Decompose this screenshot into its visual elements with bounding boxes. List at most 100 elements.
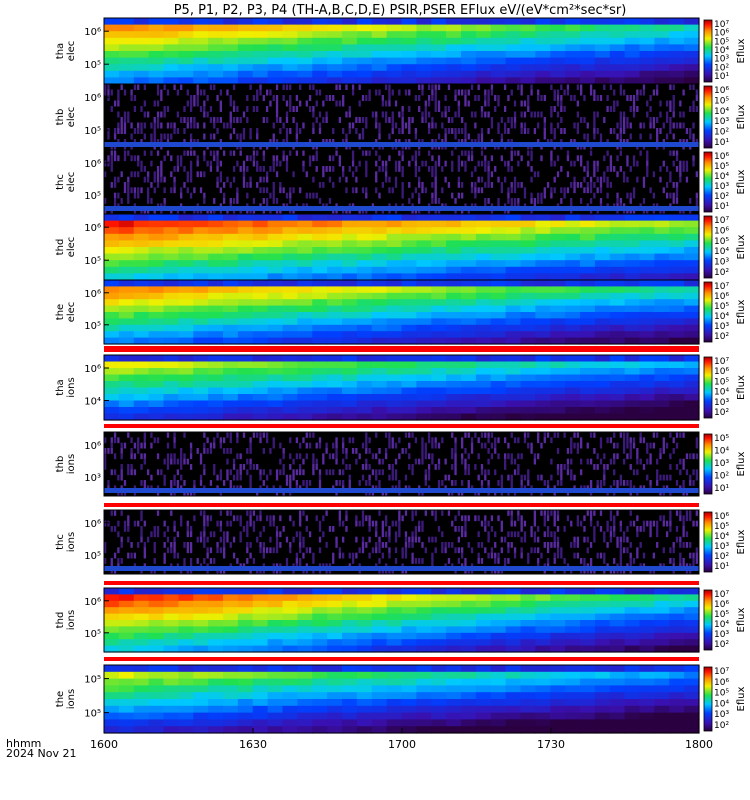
heatmap-cell (312, 57, 328, 65)
y-axis-label-species: ions (66, 454, 77, 474)
heatmap-cell (434, 182, 437, 188)
heatmap-cell (461, 260, 477, 268)
heatmap-cell (490, 77, 507, 85)
heatmap-cell (609, 531, 613, 538)
heatmap-cell (594, 37, 611, 45)
heatmap-cell (312, 37, 328, 45)
heatmap-cell (117, 547, 120, 554)
heatmap-cell (275, 144, 279, 151)
heatmap-cell (267, 51, 284, 59)
heatmap-cell (609, 273, 626, 281)
heatmap-cell (654, 37, 670, 45)
heatmap-cell (110, 150, 113, 156)
heatmap-cell (606, 542, 609, 548)
heatmap-cell (332, 208, 335, 215)
heatmap-cell (520, 400, 536, 408)
heatmap-cell (477, 160, 480, 167)
heatmap-cell (148, 44, 165, 52)
heatmap-cell (444, 547, 447, 554)
heatmap-cell (639, 57, 655, 65)
heatmap-cell (216, 95, 219, 101)
heatmap-cell (104, 368, 120, 376)
heatmap-cell (474, 490, 477, 497)
heatmap-cell (104, 458, 107, 465)
heatmap-cell (401, 387, 417, 395)
heatmap-cell (477, 133, 480, 140)
heatmap-cell (176, 480, 180, 486)
heatmap-cell (639, 305, 655, 313)
heatmap-cell (570, 474, 573, 481)
heatmap-cell (535, 220, 551, 228)
heatmap-cell (223, 220, 239, 228)
heatmap-cell (461, 337, 477, 345)
heatmap-cell (143, 133, 146, 140)
heatmap-cell (265, 171, 269, 178)
heatmap-cell (237, 51, 254, 59)
heatmap-cell (669, 64, 685, 72)
heatmap-cell (371, 600, 388, 608)
heatmap-cell (461, 182, 464, 188)
heatmap-cell (583, 133, 586, 140)
heatmap-cell (206, 95, 209, 101)
colorbar (703, 433, 713, 495)
heatmap-cell (606, 437, 609, 444)
heatmap-cell (616, 536, 619, 543)
heatmap-cell (475, 331, 492, 339)
heatmap-cell (104, 24, 120, 32)
heatmap-cell (381, 531, 384, 538)
heatmap-cell (252, 37, 269, 45)
heatmap-cell (421, 542, 424, 548)
heatmap-cell (408, 122, 411, 129)
y-axis-label-probe: thb (55, 456, 66, 473)
heatmap-cell (451, 490, 454, 497)
heatmap-cell (279, 187, 282, 194)
heatmap-cell (629, 208, 632, 215)
heatmap-cell (178, 273, 194, 281)
heatmap-cell (163, 273, 179, 281)
heatmap-cell (143, 458, 146, 465)
heatmap-cell (133, 639, 150, 647)
heatmap-cell (267, 70, 284, 78)
heatmap-cell (356, 260, 373, 268)
heatmap-cell (140, 536, 143, 543)
heatmap-cell (163, 361, 179, 369)
heatmap-cell (189, 490, 193, 497)
heatmap-cell (457, 558, 460, 564)
heatmap-cell (252, 588, 269, 595)
heatmap-cell (475, 77, 492, 85)
heatmap-cell (490, 280, 507, 287)
heatmap-cell (133, 227, 150, 235)
heatmap-cell (378, 536, 381, 543)
heatmap-cell (431, 18, 447, 26)
heatmap-cell (252, 620, 269, 627)
heatmap-cell (203, 198, 206, 204)
heatmap-cell (312, 361, 328, 369)
heatmap-cell (550, 266, 566, 274)
heatmap-cell (556, 100, 560, 107)
heatmap-cell (180, 568, 183, 575)
heatmap-cell (236, 133, 239, 140)
heatmap-cell (461, 368, 477, 376)
heatmap-cell (127, 536, 130, 543)
heatmap-cell (622, 111, 626, 118)
heatmap-cell (391, 111, 394, 118)
heatmap-cell (505, 247, 522, 255)
heatmap-cell (199, 208, 203, 215)
heatmap-cell (262, 568, 265, 575)
heatmap-cell (474, 166, 477, 172)
heatmap-cell (361, 95, 365, 101)
heatmap-cell (351, 150, 355, 156)
heatmap-cell (223, 413, 239, 421)
heatmap-cell (632, 95, 636, 101)
heatmap-cell (513, 490, 517, 497)
heatmap-cell (416, 305, 432, 313)
heatmap-cell (365, 122, 368, 129)
heatmap-cell (348, 480, 351, 486)
heatmap-cell (520, 292, 536, 300)
heatmap-cell (599, 442, 603, 449)
heatmap-cell (622, 128, 626, 134)
heatmap-cell (599, 458, 603, 465)
heatmap-cell (594, 44, 611, 52)
heatmap-cell (327, 24, 343, 32)
heatmap-cell (327, 77, 343, 85)
